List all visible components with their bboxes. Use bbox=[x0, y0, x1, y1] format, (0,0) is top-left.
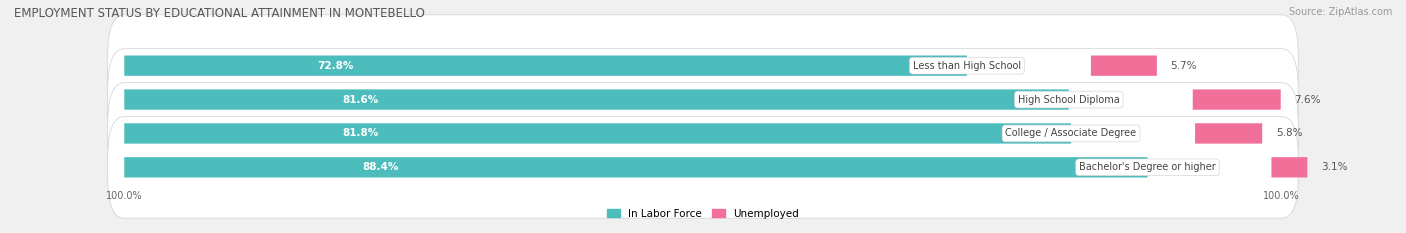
Text: Source: ZipAtlas.com: Source: ZipAtlas.com bbox=[1288, 7, 1392, 17]
Text: 88.4%: 88.4% bbox=[361, 162, 398, 172]
Text: 81.8%: 81.8% bbox=[343, 128, 380, 138]
FancyBboxPatch shape bbox=[124, 89, 1069, 110]
Text: 3.1%: 3.1% bbox=[1322, 162, 1347, 172]
Text: 72.8%: 72.8% bbox=[316, 61, 353, 71]
FancyBboxPatch shape bbox=[108, 83, 1298, 184]
Text: 5.8%: 5.8% bbox=[1277, 128, 1302, 138]
Text: Less than High School: Less than High School bbox=[912, 61, 1021, 71]
Text: College / Associate Degree: College / Associate Degree bbox=[1005, 128, 1136, 138]
Text: 7.6%: 7.6% bbox=[1295, 95, 1322, 105]
FancyBboxPatch shape bbox=[124, 55, 967, 76]
Text: 81.6%: 81.6% bbox=[342, 95, 378, 105]
Text: EMPLOYMENT STATUS BY EDUCATIONAL ATTAINMENT IN MONTEBELLO: EMPLOYMENT STATUS BY EDUCATIONAL ATTAINM… bbox=[14, 7, 425, 20]
FancyBboxPatch shape bbox=[108, 116, 1298, 218]
FancyBboxPatch shape bbox=[108, 15, 1298, 116]
Text: 100.0%: 100.0% bbox=[1264, 191, 1301, 201]
FancyBboxPatch shape bbox=[1091, 55, 1157, 76]
Text: 100.0%: 100.0% bbox=[105, 191, 142, 201]
FancyBboxPatch shape bbox=[1271, 157, 1308, 178]
FancyBboxPatch shape bbox=[108, 49, 1298, 150]
FancyBboxPatch shape bbox=[1192, 89, 1281, 110]
FancyBboxPatch shape bbox=[124, 157, 1147, 178]
FancyBboxPatch shape bbox=[124, 123, 1071, 144]
Text: 5.7%: 5.7% bbox=[1171, 61, 1197, 71]
Text: High School Diploma: High School Diploma bbox=[1018, 95, 1119, 105]
Legend: In Labor Force, Unemployed: In Labor Force, Unemployed bbox=[607, 209, 799, 219]
FancyBboxPatch shape bbox=[1195, 123, 1263, 144]
Text: Bachelor's Degree or higher: Bachelor's Degree or higher bbox=[1078, 162, 1216, 172]
